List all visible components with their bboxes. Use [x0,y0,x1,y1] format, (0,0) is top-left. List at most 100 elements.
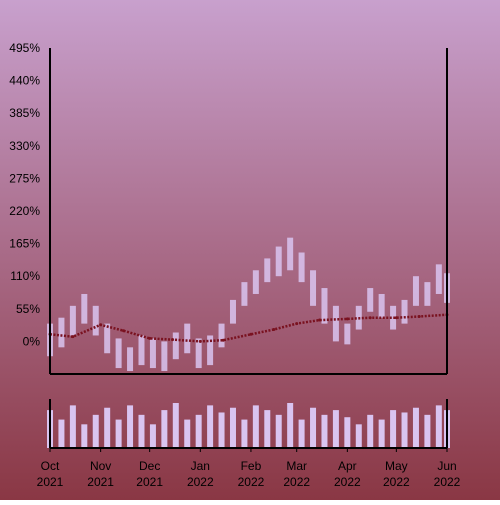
price-bar [115,338,122,369]
volume-bar [115,419,122,448]
volume-bar [287,403,294,448]
volume-bar [390,410,397,448]
price-bar [310,270,317,306]
price-bar [378,293,385,318]
moving-average-point [122,329,126,333]
price-bar [195,338,202,369]
x-tick-year: 2022 [238,475,265,489]
price-bar [401,299,408,324]
price-bar [218,323,225,348]
volume-bar [344,417,351,448]
moving-average-point [249,332,253,336]
moving-average-line [48,313,449,343]
moving-average-point [71,335,75,339]
price-bar [138,335,145,366]
volume-bar [195,414,202,448]
volume-bar [310,407,317,448]
volume-bar [92,414,99,448]
price-bar [298,252,305,283]
price-bar [332,305,339,342]
price-bar [424,282,431,306]
moving-average-point [198,339,202,343]
volume-bar [127,405,134,448]
price-bar [435,264,442,294]
price-bar [390,305,397,330]
volume-bar [264,410,271,448]
price-bar [69,305,76,336]
x-tick-month: Jun [437,459,456,473]
volume-bar [412,407,419,448]
volume-bar [69,405,76,448]
volume-bar [149,424,156,448]
x-tick-month: Mar [286,459,307,473]
y-tick-label: 220% [9,204,40,218]
moving-average-point [148,336,152,340]
volume-bar [172,403,179,448]
price-bar [172,332,179,360]
volume-bar [252,405,259,448]
price-bar [321,288,328,324]
y-tick-labels: 495% 440% 385% 330% 275% 220% 165% 110% 55% 0% [9,41,40,348]
x-tick-year: 2021 [136,475,163,489]
x-tick-year: 2022 [187,475,214,489]
x-tick-month: Feb [241,459,262,473]
y-tick-label: 55% [16,302,40,316]
x-tick-year: 2022 [334,475,361,489]
price-bar [287,237,294,271]
x-tick-labels: Oct 2021 Nov 2021 Dec 2021 Jan 2022 Feb 2022 Mar 20… [37,448,461,489]
volume-bar [104,407,111,448]
moving-average-point [345,317,349,321]
volume-bar [184,419,191,448]
volume-bar [298,419,305,448]
price-bar [367,288,374,312]
x-tick-month: Jan [191,459,210,473]
volume-bar [207,405,214,448]
x-tick-month: May [385,459,408,473]
volume-bar [355,424,362,448]
x-tick-year: 2022 [434,475,461,489]
moving-average-point [417,315,421,319]
price-bar [161,341,168,372]
y-tick-label: 165% [9,237,40,251]
volume-bar [424,414,431,448]
price-bar [207,335,214,366]
axes [49,48,448,449]
y-tick-label: 110% [10,269,40,283]
price-bar [149,338,156,369]
volume-bar [321,414,328,448]
x-tick-month: Dec [139,459,160,473]
x-tick-year: 2021 [87,475,114,489]
x-tick-year: 2022 [383,475,410,489]
volume-bar [401,412,408,448]
price-bar [412,276,419,306]
x-tick-month: Apr [338,459,357,473]
price-bar [184,323,191,354]
moving-average-point [295,322,299,326]
x-tick-year: 2021 [37,475,64,489]
x-tick-month: Oct [41,459,60,473]
price-bar [58,317,65,348]
price-bar [104,323,111,354]
volume-bar [332,410,339,448]
price-bar [264,258,271,283]
price-bar [241,282,248,306]
y-tick-label: 495% [9,41,40,55]
moving-average-point [394,316,398,320]
volume-bar [138,414,145,448]
moving-average-point [99,323,103,327]
moving-average-point [221,338,225,342]
volume-bar [161,410,168,448]
volume-bar [367,414,374,448]
volume-bar [58,419,65,448]
y-tick-label: 0% [23,334,41,348]
volume-bar [241,419,248,448]
y-tick-label: 440% [9,74,40,88]
price-bar [127,347,134,372]
price-bar [92,305,99,336]
y-tick-label: 330% [9,139,40,153]
price-bar [229,299,236,324]
y-tick-label: 275% [9,171,40,185]
x-tick-year: 2022 [283,475,310,489]
